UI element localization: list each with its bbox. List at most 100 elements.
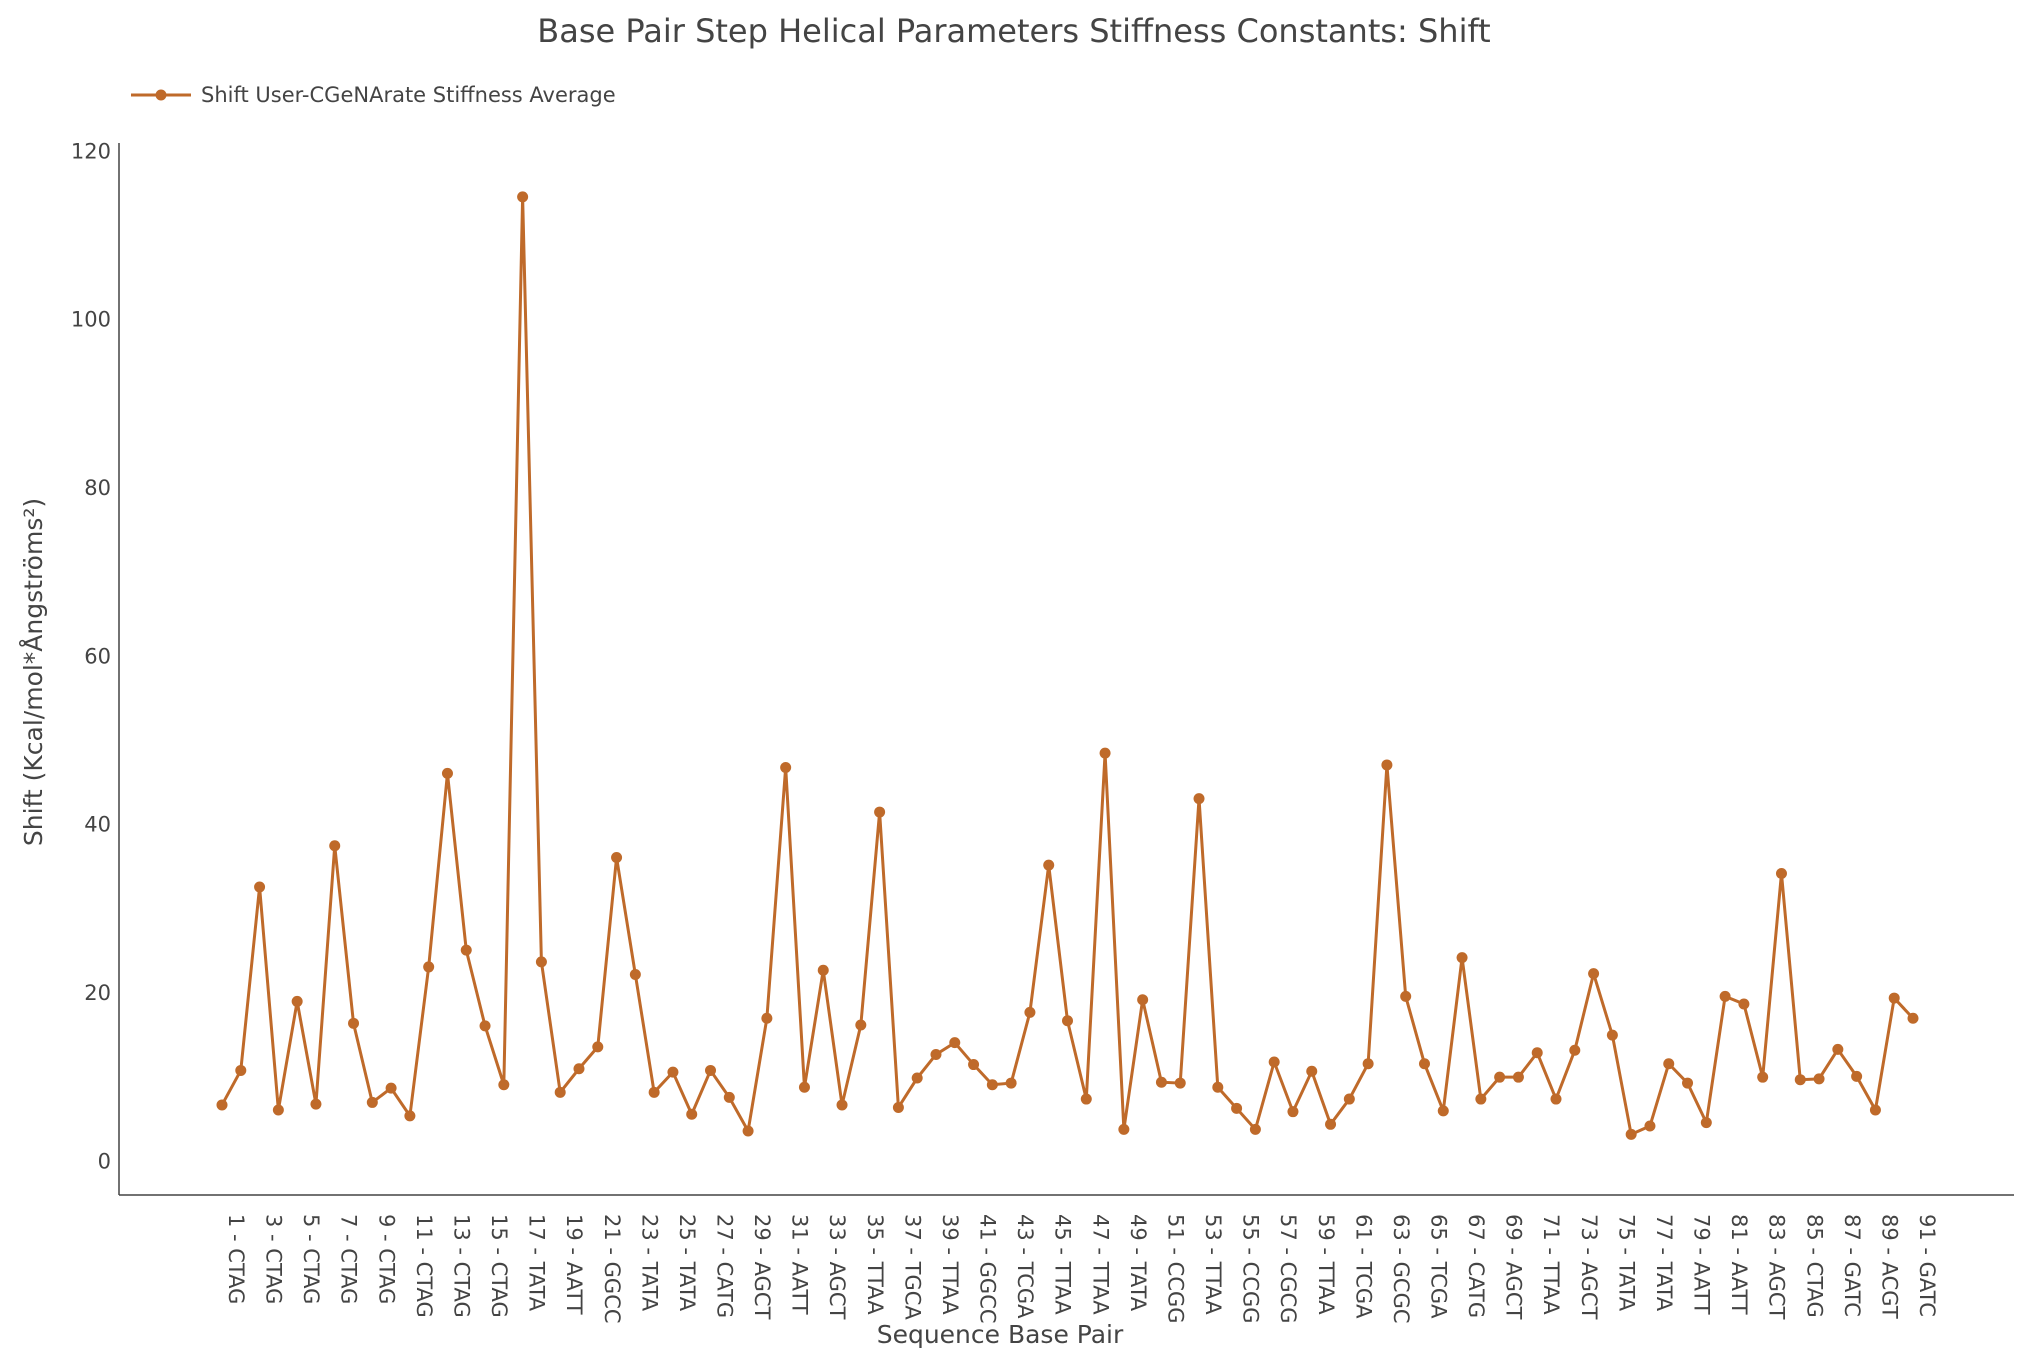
y-tick-label: 100 <box>71 308 111 332</box>
data-point <box>423 961 435 973</box>
data-point <box>1550 1093 1562 1105</box>
x-tick-label: 39 - TTAA <box>938 1214 962 1315</box>
x-tick-label: 87 - GATC <box>1840 1214 1864 1317</box>
data-point <box>986 1079 998 1091</box>
data-point <box>686 1108 698 1120</box>
data-point <box>1325 1118 1337 1130</box>
data-point <box>1437 1105 1449 1117</box>
y-tick-label: 60 <box>84 644 111 668</box>
data-point <box>1043 859 1055 871</box>
x-tick-label: 19 - AATT <box>562 1214 586 1315</box>
data-point <box>892 1101 904 1113</box>
data-point <box>554 1086 566 1098</box>
y-axis-title: Shift (Kcal/mol*Ångströms²) <box>19 498 48 846</box>
x-tick-label: 17 - TATA <box>525 1214 549 1312</box>
x-tick-label: 49 - TATA <box>1126 1214 1150 1312</box>
data-point <box>1137 994 1149 1006</box>
x-tick-label: 63 - GCGC <box>1389 1214 1413 1324</box>
data-point <box>479 1020 491 1032</box>
x-tick-label: 73 - AGCT <box>1577 1214 1601 1320</box>
data-point <box>1362 1058 1374 1070</box>
data-point <box>385 1082 397 1094</box>
x-tick-label: 79 - AATT <box>1690 1214 1714 1315</box>
data-point <box>1682 1077 1694 1089</box>
data-point <box>705 1064 717 1076</box>
data-point <box>1738 998 1750 1010</box>
data-point <box>1512 1071 1524 1083</box>
x-tick-label: 67 - CATG <box>1464 1214 1488 1318</box>
data-point <box>1644 1120 1656 1132</box>
data-point <box>1212 1081 1224 1093</box>
x-tick-label: 23 - TATA <box>637 1214 661 1312</box>
data-point <box>949 1037 961 1049</box>
data-point <box>611 852 623 864</box>
x-tick-label: 35 - TTAA <box>863 1214 887 1315</box>
x-axis-title: Sequence Base Pair <box>877 1320 1124 1349</box>
data-point <box>667 1066 679 1078</box>
x-tick-label: 77 - TATA <box>1652 1214 1676 1312</box>
data-point <box>1062 1015 1073 1027</box>
data-point <box>1625 1128 1637 1140</box>
data-point <box>1400 990 1412 1002</box>
x-tick-label: 81 - AATT <box>1727 1214 1751 1315</box>
data-point <box>761 1012 773 1024</box>
x-tick-label: 51 - CCGG <box>1163 1214 1187 1324</box>
chart-title: Base Pair Step Helical Parameters Stiffn… <box>537 12 1490 50</box>
data-point <box>1005 1077 1017 1089</box>
series-line <box>220 196 1915 1137</box>
x-tick-label: 45 - TTAA <box>1051 1214 1075 1315</box>
data-point <box>817 964 829 976</box>
data-point <box>1343 1093 1355 1105</box>
data-point <box>1080 1093 1092 1105</box>
x-tick-label: 11 - CTAG <box>412 1214 436 1318</box>
x-tick-label: 55 - CCGG <box>1239 1214 1263 1324</box>
x-tick-label: 89 - ACGT <box>1877 1214 1901 1319</box>
y-tick-label: 120 <box>71 139 111 163</box>
data-point <box>235 1064 247 1076</box>
data-point <box>216 1099 228 1111</box>
x-tick-label: 91 - GATC <box>1915 1214 1939 1317</box>
data-point <box>1700 1117 1712 1129</box>
data-point <box>1231 1102 1243 1114</box>
x-tick-label: 57 - CGCG <box>1276 1214 1300 1324</box>
data-point <box>254 881 266 893</box>
x-tick-label: 71 - TTAA <box>1539 1214 1563 1315</box>
data-point <box>1888 992 1900 1004</box>
data-point <box>1851 1070 1863 1082</box>
data-point <box>366 1096 378 1108</box>
data-point <box>1588 968 1600 980</box>
data-point <box>1249 1123 1261 1135</box>
data-point <box>1118 1123 1130 1135</box>
data-point <box>874 806 886 818</box>
data-point <box>723 1091 735 1103</box>
data-point <box>1268 1056 1280 1068</box>
x-tick-label: 85 - CTAG <box>1802 1214 1826 1318</box>
data-point <box>742 1125 754 1137</box>
x-tick-label: 3 - CTAG <box>262 1214 286 1304</box>
data-point <box>1099 747 1111 759</box>
data-point <box>798 1081 810 1093</box>
legend-label: Shift User-CGeNArate Stiffness Average <box>201 83 616 107</box>
y-tick-label: 0 <box>98 1149 111 1173</box>
data-point <box>1757 1071 1769 1083</box>
data-point <box>1456 952 1468 964</box>
data-point <box>1813 1073 1825 1085</box>
x-tick-label: 75 - TATA <box>1614 1214 1638 1312</box>
legend-marker <box>155 89 167 101</box>
x-tick-label: 15 - CTAG <box>487 1214 511 1318</box>
data-point <box>1775 868 1787 880</box>
data-point <box>855 1019 867 1031</box>
data-point <box>930 1048 942 1060</box>
x-tick-label: 25 - TATA <box>675 1214 699 1312</box>
data-point <box>329 840 341 852</box>
data-point <box>498 1079 510 1091</box>
data-point <box>1719 990 1731 1002</box>
data-point <box>272 1104 284 1116</box>
data-point <box>1531 1047 1543 1059</box>
data-point <box>517 191 529 203</box>
y-tick-label: 80 <box>84 476 111 500</box>
y-tick-label: 40 <box>84 813 111 837</box>
data-point <box>1287 1106 1299 1118</box>
data-point <box>1174 1077 1186 1089</box>
